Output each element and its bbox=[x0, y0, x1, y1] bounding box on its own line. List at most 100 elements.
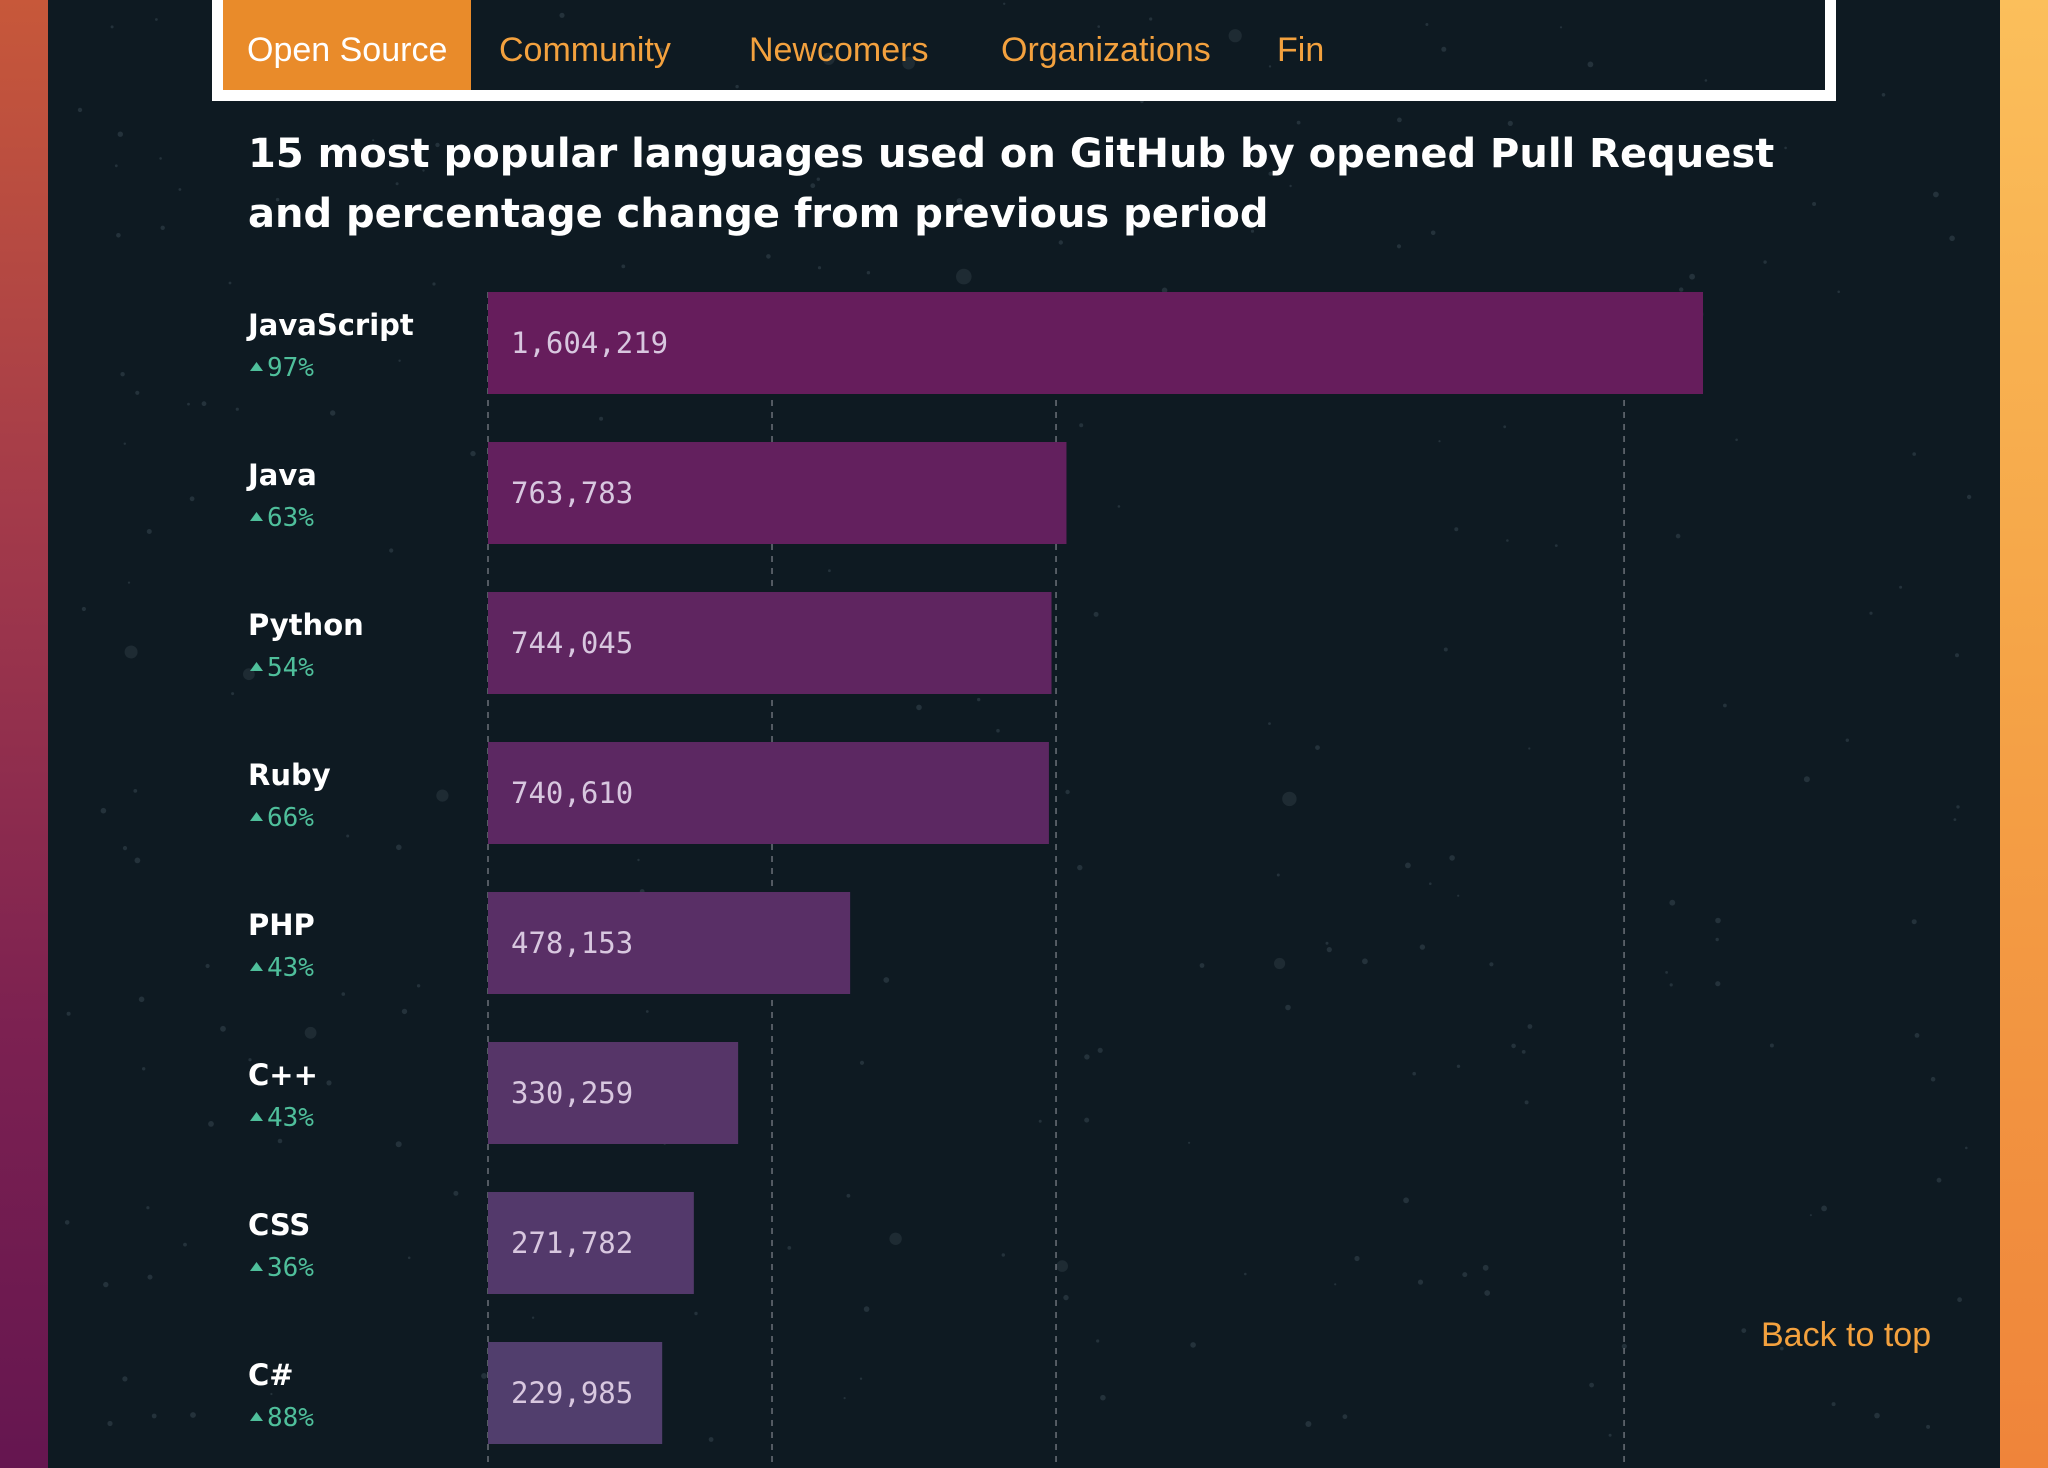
star bbox=[1780, 1346, 1784, 1351]
star bbox=[1715, 937, 1719, 942]
star bbox=[1955, 653, 1959, 658]
star bbox=[1956, 805, 1960, 809]
star bbox=[1419, 944, 1426, 950]
star bbox=[1405, 862, 1411, 869]
bar-chart: 1,604,219 JavaScript 97% 763,783 Java 63% 744,… bbox=[246, 292, 1703, 1468]
star bbox=[1462, 1272, 1468, 1278]
tab-organizations[interactable]: Organizations bbox=[1001, 31, 1211, 69]
bar-value-javascript: 1,604,219 bbox=[511, 326, 668, 360]
star bbox=[1093, 611, 1099, 617]
star bbox=[190, 1412, 196, 1418]
star bbox=[183, 1242, 187, 1247]
label-layer: 1,604,219 JavaScript 97% 763,783 Java 63% 744,… bbox=[246, 308, 668, 1433]
star bbox=[270, 1392, 273, 1396]
star bbox=[66, 1011, 71, 1016]
change-label-php: 43% bbox=[267, 953, 314, 983]
star bbox=[1608, 1433, 1612, 1437]
star bbox=[843, 1397, 846, 1400]
back-to-top-link[interactable]: Back to top bbox=[1761, 1316, 1932, 1354]
main-panel: Open Source Community Newcomers Organiza… bbox=[48, 0, 2000, 1468]
star bbox=[1812, 202, 1817, 206]
star bbox=[828, 569, 831, 573]
star bbox=[1188, 1141, 1191, 1144]
star bbox=[120, 372, 125, 377]
change-label-css: 36% bbox=[267, 1253, 314, 1283]
star bbox=[816, 177, 820, 181]
star bbox=[1949, 235, 1955, 242]
star bbox=[1244, 1272, 1247, 1276]
tab-newcomers[interactable]: Newcomers bbox=[749, 31, 929, 69]
star bbox=[1276, 873, 1280, 877]
star bbox=[1831, 1402, 1836, 1407]
star bbox=[1524, 1100, 1529, 1105]
bar-cplusplus bbox=[488, 1042, 739, 1144]
star bbox=[1296, 120, 1301, 125]
change-label-cplusplus: 43% bbox=[267, 1103, 314, 1133]
change-label-csharp: 88% bbox=[267, 1403, 314, 1433]
category-label-javascript: JavaScript bbox=[246, 308, 414, 342]
star bbox=[1715, 981, 1721, 987]
star bbox=[809, 51, 813, 55]
star bbox=[1593, 139, 1596, 142]
star bbox=[1669, 899, 1676, 906]
star bbox=[124, 645, 138, 659]
left-gradient-border bbox=[0, 0, 48, 1468]
change-label-ruby: 66% bbox=[267, 803, 314, 833]
tab-community[interactable]: Community bbox=[499, 31, 671, 69]
star bbox=[1449, 855, 1455, 861]
star bbox=[1715, 917, 1721, 924]
star bbox=[1438, 440, 1441, 443]
star bbox=[1268, 722, 1271, 725]
star bbox=[147, 1274, 153, 1280]
star bbox=[1521, 1050, 1526, 1054]
star bbox=[1429, 882, 1432, 885]
star bbox=[1097, 1047, 1103, 1053]
chart-title: 15 most popular languages used on GitHub… bbox=[248, 131, 1775, 237]
star bbox=[435, 142, 440, 148]
star bbox=[708, 1437, 714, 1442]
star bbox=[1096, 1339, 1100, 1343]
star bbox=[1443, 647, 1448, 652]
star bbox=[103, 1281, 109, 1288]
tab-open-source[interactable]: Open Source bbox=[223, 0, 472, 90]
star bbox=[1063, 1294, 1069, 1301]
star bbox=[1161, 287, 1168, 294]
bar-value-python: 744,045 bbox=[511, 626, 633, 660]
star bbox=[155, 18, 158, 21]
star bbox=[146, 529, 152, 534]
star bbox=[151, 1413, 157, 1419]
tab-fin[interactable]: Fin bbox=[1277, 31, 1325, 69]
star bbox=[341, 992, 346, 996]
star bbox=[122, 1376, 128, 1382]
star bbox=[1869, 611, 1873, 615]
star bbox=[248, 1058, 252, 1062]
star bbox=[1527, 1024, 1533, 1029]
change-up-icon bbox=[250, 512, 263, 521]
category-label-php: PHP bbox=[248, 908, 315, 942]
star bbox=[1489, 962, 1494, 967]
star bbox=[346, 834, 350, 838]
star bbox=[1704, 79, 1708, 82]
star bbox=[1506, 539, 1509, 542]
star bbox=[107, 1420, 113, 1427]
right-gradient-border bbox=[2000, 0, 2048, 1468]
star bbox=[686, 143, 690, 147]
star bbox=[1268, 171, 1273, 176]
star bbox=[453, 1190, 459, 1196]
star bbox=[1587, 61, 1594, 68]
star bbox=[1735, 438, 1738, 442]
star bbox=[123, 442, 127, 445]
star bbox=[1675, 533, 1681, 539]
star bbox=[326, 1080, 332, 1086]
star bbox=[1965, 1146, 1968, 1150]
star bbox=[220, 1025, 226, 1032]
star bbox=[201, 401, 207, 407]
star bbox=[432, 282, 436, 286]
star bbox=[395, 1141, 402, 1148]
star bbox=[142, 1067, 146, 1071]
change-up-icon bbox=[250, 962, 263, 971]
star bbox=[1084, 1117, 1090, 1123]
bar-java bbox=[488, 442, 1067, 544]
star bbox=[996, 728, 1000, 733]
star bbox=[1621, 1343, 1627, 1349]
